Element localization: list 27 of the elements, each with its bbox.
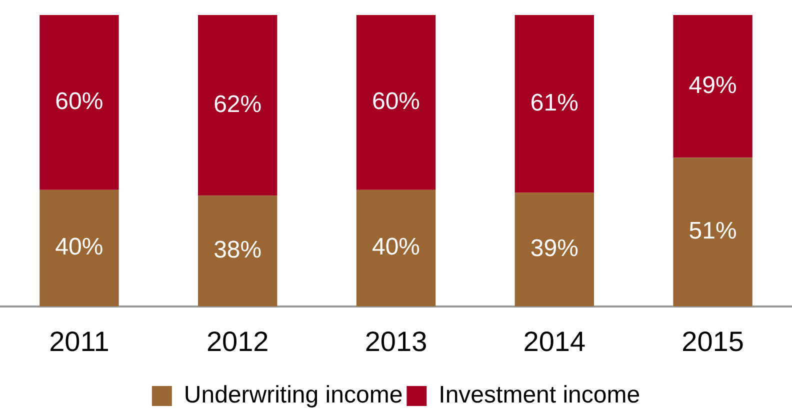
- x-tick-label: 2015: [682, 326, 744, 357]
- data-label: 62%: [214, 90, 262, 118]
- bar: [514, 192, 594, 306]
- bar: [356, 15, 436, 190]
- bar: [198, 196, 278, 306]
- bar: [40, 190, 119, 306]
- data-label: 49%: [688, 72, 737, 100]
- legend-label: Investment income: [438, 382, 640, 409]
- legend-label: Underwriting income: [184, 382, 403, 409]
- bar: [356, 190, 436, 306]
- data-label: 61%: [530, 90, 578, 116]
- data-label: 40%: [55, 234, 104, 261]
- bar: [40, 15, 119, 190]
- x-tick-label: 2014: [523, 326, 586, 357]
- data-label: 40%: [372, 234, 420, 261]
- bar: [198, 15, 278, 196]
- x-tick-label: 2011: [49, 326, 110, 357]
- data-label: 39%: [530, 235, 578, 262]
- bar: [673, 15, 752, 158]
- x-tick-label: 2013: [364, 326, 428, 357]
- data-label: 60%: [372, 88, 420, 116]
- data-label: 51%: [688, 218, 737, 245]
- bar: [514, 15, 594, 193]
- data-label: 60%: [55, 88, 104, 116]
- bar: [673, 158, 752, 306]
- data-label: 38%: [214, 236, 262, 264]
- x-tick-label: 2012: [206, 326, 269, 357]
